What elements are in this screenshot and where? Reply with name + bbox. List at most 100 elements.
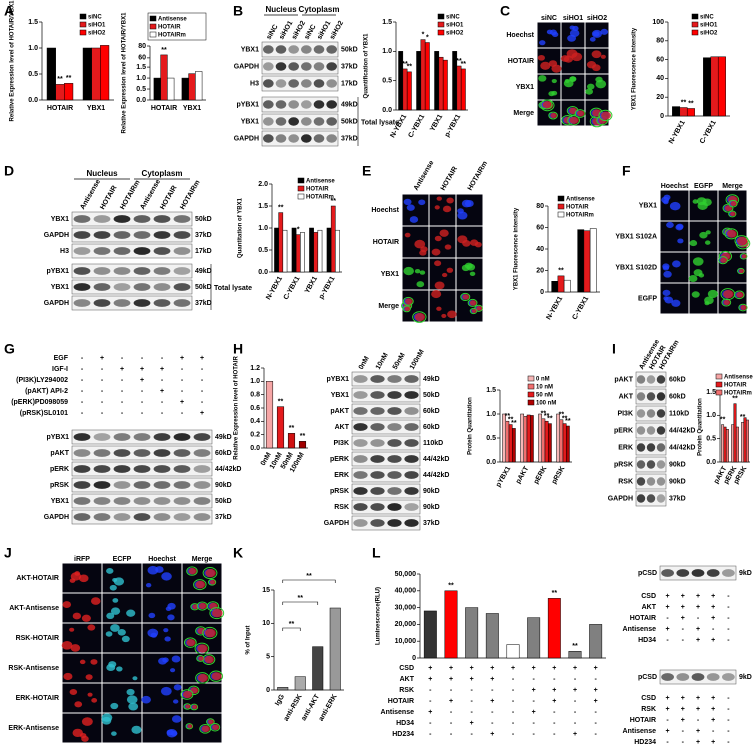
cell [193,579,207,591]
band [288,100,299,109]
band [133,449,151,457]
table-sign: + [552,687,556,694]
table-sign: - [141,410,144,417]
y-tick-label: 1.0 [136,75,146,82]
band [646,392,656,401]
table-sign: - [470,698,473,705]
cell [182,690,193,699]
legend-label: HOTAIR [724,383,747,389]
band [301,62,312,71]
cell [132,676,138,681]
cell [730,211,736,217]
cell [676,223,684,230]
y-tick-label: 40,000 [395,588,417,595]
band [370,519,385,527]
lane-label: 10nM [375,352,390,371]
row-label: AKT [335,424,350,431]
table-label: HD234 [392,731,414,738]
table-sign: - [666,615,669,622]
band [722,673,735,681]
cell [61,640,73,650]
band [301,134,312,143]
cell [702,198,712,206]
size-label: 37kD [669,495,686,502]
size-label: 44/42kD [215,466,241,473]
band [646,375,656,384]
table-sign: - [574,698,577,705]
y-axis-label: Protein Quantitation [468,397,474,455]
table-sign: - [574,720,577,727]
size-label: 90kD [669,461,686,468]
row-label: PI3K [617,410,633,417]
band [387,391,402,399]
bar [291,227,297,273]
significance: * [426,34,429,41]
band [173,497,191,505]
band [193,465,211,473]
band [133,497,151,505]
table-sign: - [532,731,535,738]
table-sign: + [711,615,715,622]
cell [403,266,414,276]
band [133,215,151,223]
band [353,519,368,527]
y-tick-label: 1.5 [136,64,146,71]
band [113,449,131,457]
cell [466,263,476,271]
band [691,673,705,681]
bar [55,84,65,101]
x-tick-label: C-YBX1 [699,119,718,145]
cell [79,659,86,665]
cell [185,704,191,709]
cell [592,31,600,37]
table-label: CSD [641,593,656,600]
bar [735,426,739,463]
cell [205,568,216,578]
x-tick-label: pYBX1 [495,465,512,488]
bar [741,422,745,463]
legend-swatch [691,21,699,28]
size-label: 49kD [215,434,232,441]
y-tick-label: 1.0 [28,45,38,52]
table-sign: + [711,739,715,746]
table-sign: + [180,355,184,362]
bar [502,413,507,463]
bar [160,54,168,101]
column-label: siHO2 [587,15,607,22]
band [93,449,111,457]
table-sign: - [491,720,494,727]
bar [544,420,549,463]
row-label: YBX1 [51,498,69,505]
table-sign: - [161,355,164,362]
band [326,100,337,109]
cell [192,704,198,710]
lane-label: HOTAIRm [119,179,141,211]
blot-strip [351,483,421,499]
table-sign: - [553,709,556,716]
band [133,247,151,255]
band [370,375,385,383]
table-sign: + [711,695,715,702]
table-sign: - [81,399,84,406]
row-label: YBX1 [241,118,259,125]
bar [557,275,565,293]
bar [416,51,422,111]
table-label: HOTAIR [388,698,414,705]
bar [563,279,571,293]
cell [705,230,711,235]
lane-label: 50nM [392,352,407,371]
y-axis-label: Quantitation of YBX1 [238,197,244,258]
bar [329,607,341,691]
cell [569,116,579,124]
band [353,439,368,447]
table-sign: + [449,665,453,672]
y-tick-label: 1.5 [706,389,716,396]
blot-strip [351,419,421,435]
cell [110,624,120,632]
table-sign: - [727,604,730,611]
band [326,45,337,54]
bar [317,229,323,273]
legend-swatch [557,211,565,218]
cell [196,601,208,611]
band [173,231,191,239]
